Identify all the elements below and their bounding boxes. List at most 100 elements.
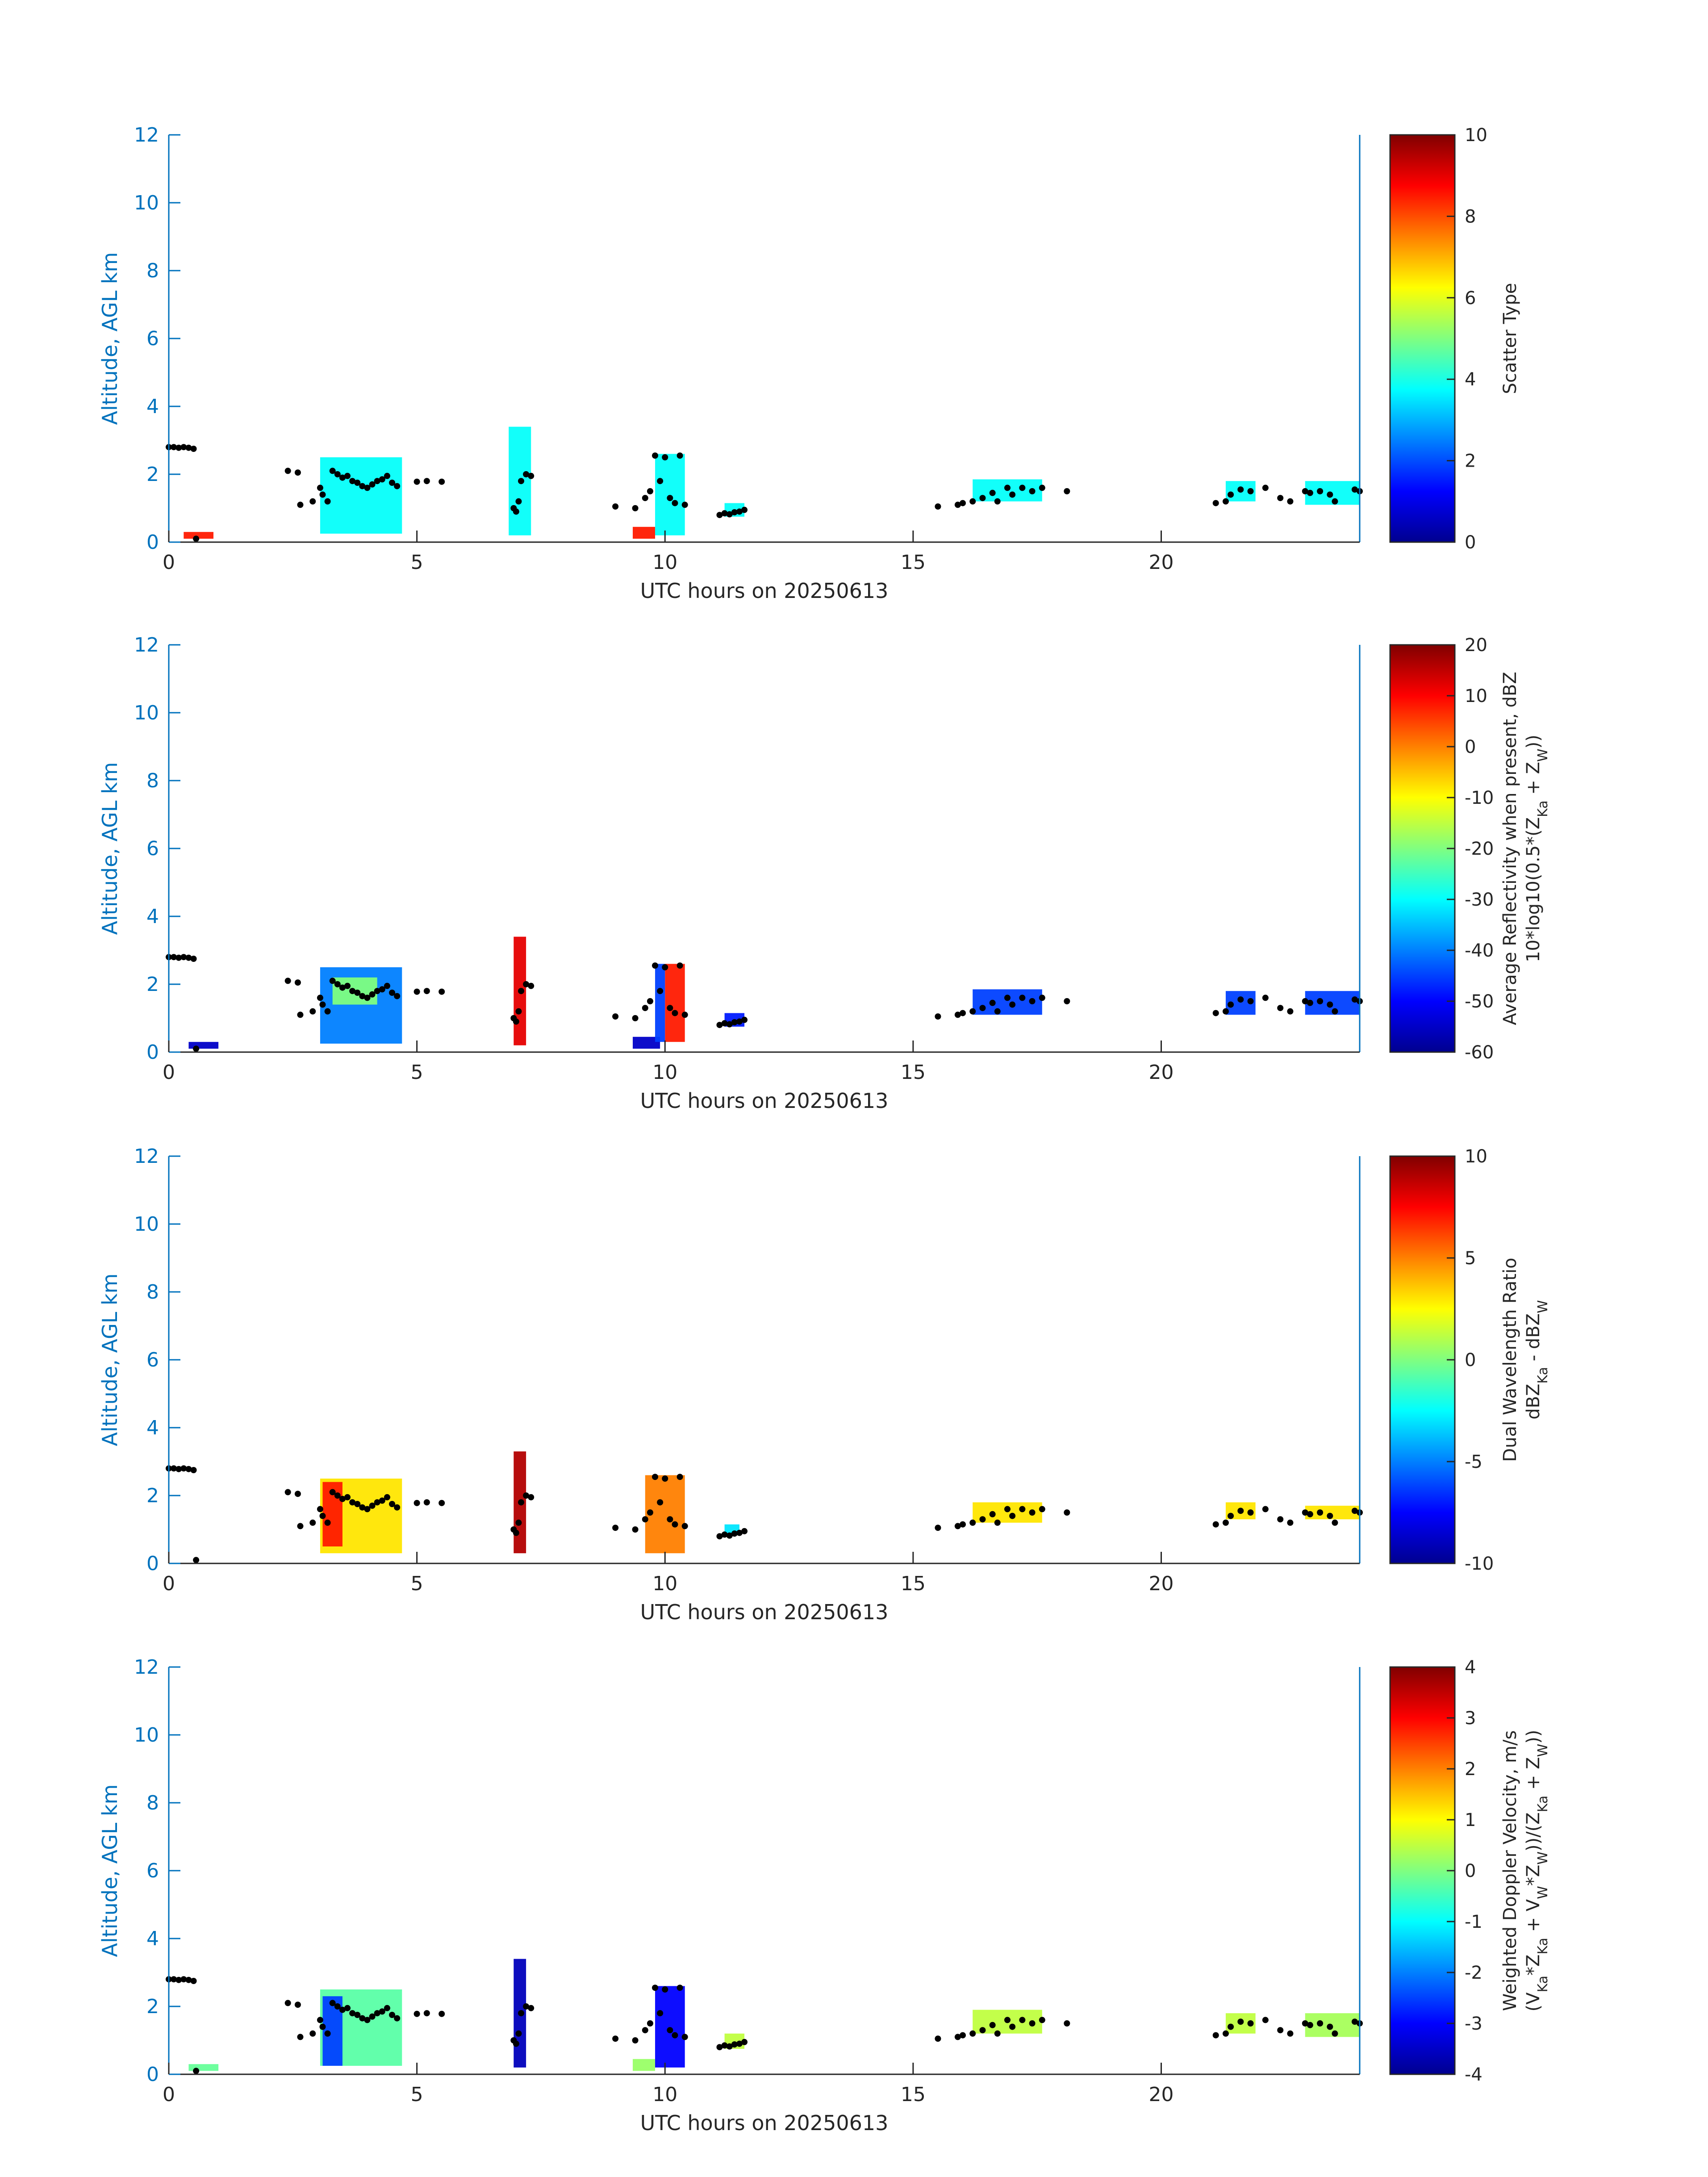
cloud-base-point <box>662 1986 668 1993</box>
cloud-base-point <box>1302 2020 1308 2027</box>
cloud-base-point <box>612 503 619 510</box>
cloud-base-point <box>1287 2030 1294 2037</box>
cloud-base-point <box>1009 491 1016 498</box>
cloud-base-point <box>438 1500 445 1506</box>
y-tick-label: 8 <box>146 1792 159 1814</box>
cloud-base-point <box>681 501 688 508</box>
cloud-base-point <box>309 2030 316 2037</box>
cloud-base-point <box>297 1523 304 1529</box>
x-axis-label: UTC hours on 20250613 <box>640 2111 889 2135</box>
cloud-base-point <box>1064 998 1070 1004</box>
y-tick-label: 8 <box>146 769 159 792</box>
colorbar-tick-label: -20 <box>1465 839 1494 859</box>
cloud-base-point <box>969 2030 976 2037</box>
cloud-base-point <box>954 1523 961 1529</box>
cloud-base-point <box>1222 1519 1229 1526</box>
cloud-base-point <box>1237 486 1244 493</box>
cloud-base-point <box>185 1976 192 1983</box>
cloud-base-point <box>354 990 361 996</box>
cloud-base-point <box>329 1489 336 1496</box>
cloud-base-point <box>612 1013 619 1020</box>
cloud-base-point <box>1247 998 1254 1004</box>
x-tick-label: 20 <box>1149 551 1174 574</box>
cloud-base-point <box>1317 488 1324 494</box>
y-tick-label: 10 <box>134 702 159 724</box>
cloud-base-point <box>523 1492 530 1499</box>
x-tick-label: 10 <box>652 2083 677 2106</box>
cloud-base-point <box>647 998 653 1004</box>
cloud-base-point <box>642 495 648 501</box>
x-axis-label: UTC hours on 20250613 <box>640 1089 889 1113</box>
cloud-base-point <box>1302 488 1308 494</box>
cloud-base-point <box>1262 994 1269 1001</box>
colorbar-tick-label: 4 <box>1465 1657 1476 1678</box>
cloud-base-point <box>513 508 519 515</box>
cloud-base-point <box>632 505 639 511</box>
cloud-base-point <box>423 478 430 485</box>
cloud-base-point <box>339 984 346 991</box>
cloud-base-point <box>716 512 723 518</box>
cloud-base-point <box>677 1474 683 1480</box>
cloud-base-point <box>677 1985 683 1991</box>
cloud-base-point <box>1039 994 1045 1001</box>
cloud-base-point <box>721 1020 728 1027</box>
cloud-base-point <box>319 1001 326 1008</box>
cloud-base-point <box>309 1519 316 1526</box>
cloud-base-point <box>1327 2023 1333 2030</box>
cloud-base-point <box>523 981 530 987</box>
cloud-base-point <box>394 993 401 999</box>
cloud-base-point <box>369 2013 376 2020</box>
cloud-base-point <box>1228 491 1234 498</box>
cloud-base-point <box>667 1005 673 1011</box>
cloud-base-point <box>185 954 192 961</box>
cloud-base-point <box>175 1976 182 1983</box>
cloud-base-point <box>334 1492 341 1499</box>
cloud-base-point <box>369 991 376 998</box>
cloud-base-point <box>1222 498 1229 505</box>
data-region <box>188 1042 219 1049</box>
cloud-base-point <box>349 1499 356 1506</box>
cloud-base-point <box>954 2034 961 2040</box>
cloud-base-point <box>1212 2032 1219 2039</box>
colorbar-label: dBZKa - dBZW <box>1523 1300 1551 1420</box>
y-tick-label: 2 <box>146 1995 159 2018</box>
cloud-base-point <box>1228 2023 1234 2030</box>
cloud-base-point <box>394 483 401 489</box>
cloud-base-point <box>1247 2020 1254 2027</box>
cloud-base-point <box>413 988 420 995</box>
cloud-base-point <box>317 485 323 491</box>
cloud-base-point <box>284 1489 291 1496</box>
cloud-base-point <box>297 2034 304 2040</box>
cloud-base-point <box>379 986 385 993</box>
colorbar-tick-label: 5 <box>1465 1248 1476 1269</box>
cloud-base-point <box>612 1525 619 1531</box>
cloud-base-point <box>294 1491 301 1497</box>
x-tick-label: 5 <box>411 551 423 574</box>
cloud-base-point <box>1302 1509 1308 1516</box>
cloud-base-point <box>989 489 996 496</box>
cloud-base-point <box>309 498 316 505</box>
data-region <box>655 1986 685 2068</box>
cloud-base-point <box>979 1516 986 1523</box>
colorbar-tick-label: 10 <box>1465 125 1487 146</box>
y-tick-label: 0 <box>146 1552 159 1575</box>
cloud-base-point <box>364 994 371 1001</box>
cloud-base-point <box>374 1499 380 1506</box>
cloud-base-point <box>389 2012 396 2018</box>
cloud-base-points <box>166 444 1363 542</box>
cloud-base-point <box>1064 1509 1070 1516</box>
cloud-base-point <box>1307 999 1313 1006</box>
x-tick-label: 5 <box>411 1061 423 1084</box>
cloud-base-point <box>518 1499 524 1506</box>
x-tick-label: 0 <box>163 1061 175 1084</box>
cloud-base-point <box>339 474 346 481</box>
cloud-base-point <box>359 2015 366 2022</box>
x-tick-label: 20 <box>1149 1061 1174 1084</box>
cloud-base-point <box>359 1504 366 1511</box>
cloud-base-point <box>389 480 396 486</box>
cloud-base-point <box>731 509 738 516</box>
cloud-base-point <box>969 1008 976 1015</box>
cloud-base-point <box>1332 1008 1338 1015</box>
cloud-base-point <box>1332 2030 1338 2037</box>
cloud-base-point <box>513 2040 519 2047</box>
